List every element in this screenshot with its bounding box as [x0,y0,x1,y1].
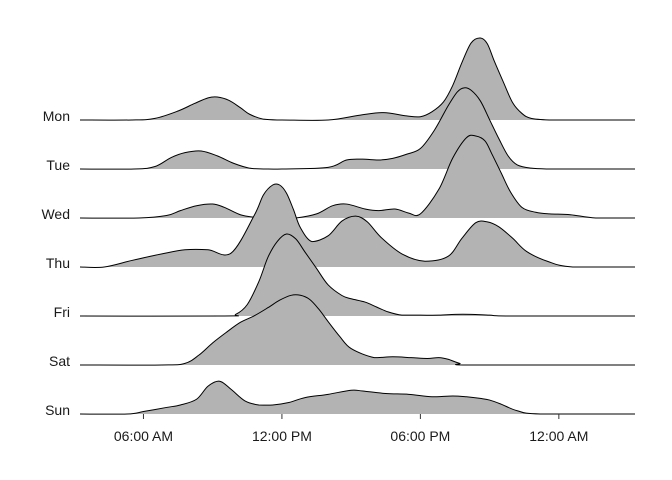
ridge-line-sun [79,380,635,415]
x-axis: 06:00 AM 12:00 PM 06:00 PM 12:00 AM [114,414,588,444]
x-tick-label: 12:00 AM [529,428,588,444]
ridge-line-tue [79,87,635,170]
day-label-thu: Thu [46,255,70,271]
ridge-fill-tue [80,87,635,170]
x-tick-label: 12:00 PM [252,428,312,444]
day-labels-group: Mon Tue Wed Thu Fri Sat Sun [41,108,70,418]
ridge-fill-wed [80,135,635,219]
ridge-fill-sat [80,294,635,366]
x-tick-label: 06:00 AM [114,428,173,444]
day-label-sat: Sat [49,353,70,369]
ridges-group [79,37,635,415]
day-label-wed: Wed [41,206,70,222]
ridge-line-sat [79,294,635,366]
ridge-line-thu [79,183,635,268]
x-tick-label: 06:00 PM [390,428,450,444]
ridge-fill-sun [80,381,635,415]
ridge-fill-thu [80,183,635,268]
day-label-sun: Sun [45,402,70,418]
ridge-line-mon [79,37,635,121]
ridge-line-fri [79,233,635,317]
ridge-line-wed [79,134,635,219]
ridge-fill-mon [80,37,635,121]
day-label-mon: Mon [43,108,70,124]
day-label-fri: Fri [54,304,70,320]
day-label-tue: Tue [46,157,70,173]
